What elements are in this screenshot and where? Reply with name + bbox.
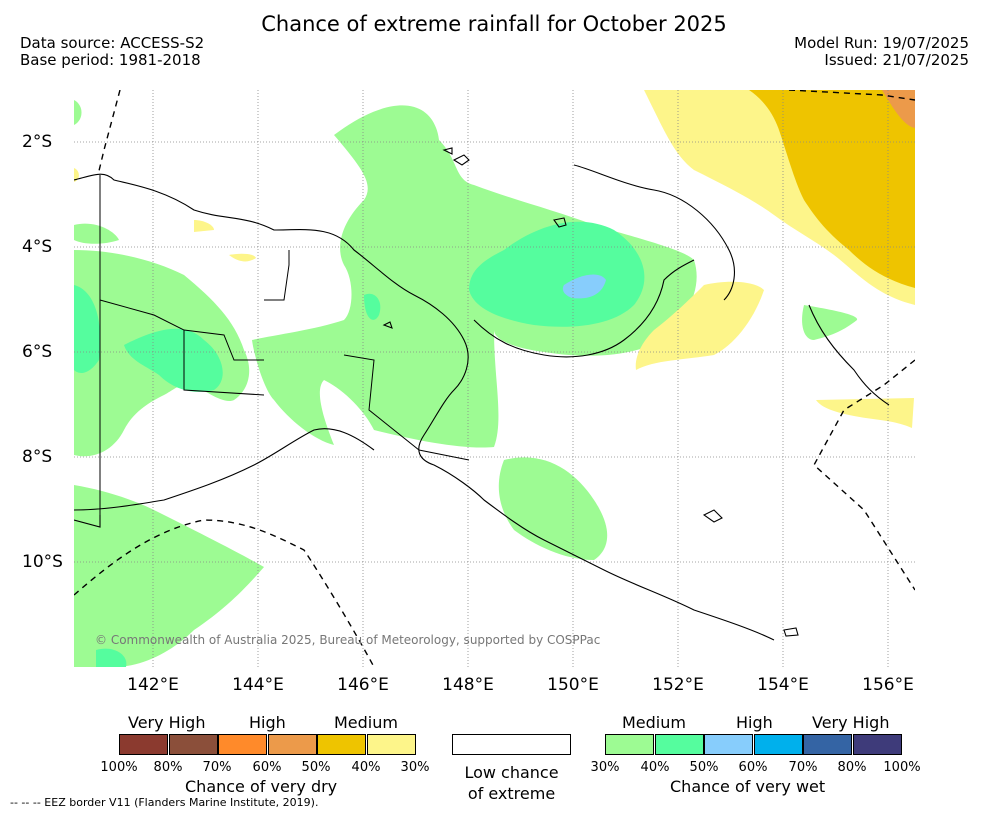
dry-swatch-2 (168, 734, 218, 755)
dry-caption: Chance of very dry (185, 777, 338, 796)
eez-border (74, 90, 915, 667)
border-lines (99, 175, 470, 520)
wet-tick: 30% (590, 760, 620, 775)
lon-label-146e: 146°E (337, 675, 389, 695)
lon-label-152e: 152°E (652, 675, 704, 695)
base-period: Base period: 1981-2018 (20, 51, 201, 69)
lat-label-10s: 10°S (22, 552, 63, 572)
wet-tick: 100% (883, 760, 921, 775)
wet-medium-high-region (562, 274, 606, 299)
wet-tick: 40% (640, 760, 670, 775)
wet-swatch-5 (803, 734, 852, 755)
wet-caption: Chance of very wet (670, 777, 826, 796)
dry-tick: 50% (301, 760, 331, 775)
lat-label-2s: 2°S (22, 132, 53, 152)
data-source: Data source: ACCESS-S2 (20, 34, 205, 52)
wet-swatch-2 (654, 734, 704, 755)
lon-label-144e: 144°E (232, 675, 284, 695)
wet-high-region (74, 221, 645, 667)
low-chance-caption-2: of extreme (467, 784, 556, 803)
dry-tick: 40% (351, 760, 381, 775)
wet-tick: 70% (788, 760, 818, 775)
wet-swatch-3 (704, 734, 753, 755)
dry-high-region (882, 90, 915, 128)
coastline (74, 147, 890, 641)
dry-medium-region (749, 90, 915, 288)
lon-label-150e: 150°E (547, 675, 599, 695)
dry-tick: 80% (153, 760, 183, 775)
dry-tick: 70% (202, 760, 232, 775)
lon-label-154e: 154°E (757, 675, 809, 695)
map-title: Chance of extreme rainfall for October 2… (261, 12, 727, 36)
eez-note: -- -- -- EEZ border V11 (Flanders Marine… (10, 796, 319, 809)
wet-swatch-1 (605, 734, 654, 755)
wet-tick: 50% (689, 760, 719, 775)
lat-label-8s: 8°S (22, 447, 53, 467)
wet-level-medium: Medium (622, 713, 686, 732)
dry-swatch-4 (267, 734, 317, 755)
lon-label-148e: 148°E (442, 675, 494, 695)
dry-swatch-6 (366, 734, 416, 755)
map-canvas (74, 90, 915, 667)
rainfall-map: © Commonwealth of Australia 2025, Bureau… (74, 90, 915, 667)
wet-level-high: High (736, 713, 773, 732)
dry-swatch-3 (218, 734, 267, 755)
lon-label-156e: 156°E (862, 675, 914, 695)
dry-level-medium: Medium (334, 713, 398, 732)
graticule (74, 90, 915, 667)
dry-level-very-high: Very High (128, 713, 206, 732)
low-chance-swatch (452, 734, 571, 755)
wet-swatch-6 (852, 734, 902, 755)
lat-label-6s: 6°S (22, 342, 53, 362)
lat-label-4s: 4°S (22, 237, 53, 257)
lon-label-142e: 142°E (127, 675, 179, 695)
low-chance-caption-1: Low chance (464, 763, 559, 782)
dry-tick: 60% (252, 760, 282, 775)
wet-swatch-4 (753, 734, 803, 755)
dry-tick: 30% (400, 760, 430, 775)
dry-swatch-1 (119, 734, 168, 755)
model-run: Model Run: 19/07/2025 (794, 34, 969, 52)
issued-date: Issued: 21/07/2025 (824, 51, 969, 69)
dry-tick: 100% (100, 760, 138, 775)
dry-swatch-5 (317, 734, 366, 755)
copyright-notice: © Commonwealth of Australia 2025, Bureau… (95, 633, 601, 647)
dry-level-high: High (249, 713, 286, 732)
wet-tick: 80% (837, 760, 867, 775)
wet-tick: 60% (738, 760, 768, 775)
wet-level-very-high: Very High (812, 713, 890, 732)
